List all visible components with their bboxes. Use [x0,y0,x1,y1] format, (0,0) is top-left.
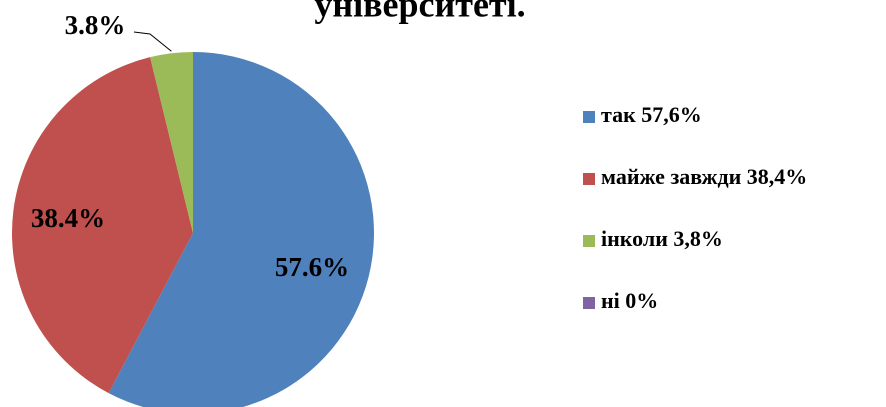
legend-swatch [583,297,595,309]
data-label: 57.6% [275,252,349,282]
legend-label: майже завжди 38,4% [601,164,807,189]
pie-slice [108,52,374,407]
chart-title: університеті. [314,0,525,24]
legend-swatch [583,235,595,247]
legend-label: так 57,6% [601,102,702,127]
pie-slice [150,52,193,233]
leader-line [133,31,172,52]
legend-label: ні 0% [601,288,658,313]
data-label: 3.8% [65,10,126,40]
legend-swatch [583,173,595,185]
legend-swatch [583,111,595,123]
data-label: 38.4% [31,203,105,233]
pie-slice [11,57,194,394]
legend-label: інколи 3,8% [601,226,723,251]
